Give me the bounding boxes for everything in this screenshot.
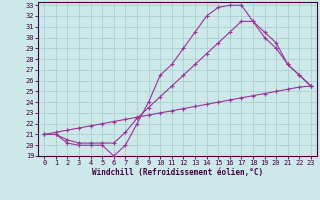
X-axis label: Windchill (Refroidissement éolien,°C): Windchill (Refroidissement éolien,°C)	[92, 168, 263, 177]
